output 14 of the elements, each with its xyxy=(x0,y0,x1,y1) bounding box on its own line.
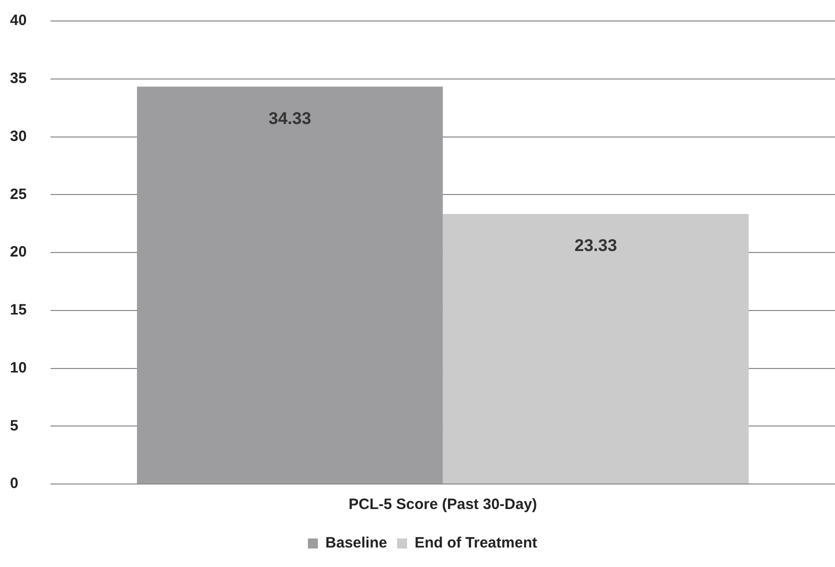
y-tick-label: 25 xyxy=(10,186,27,203)
y-tick-label: 5 xyxy=(10,417,18,434)
y-tick-label: 10 xyxy=(10,359,27,376)
y-tick-label: 0 xyxy=(10,475,18,492)
legend-label: End of Treatment xyxy=(414,534,538,552)
y-tick-label: 20 xyxy=(10,244,27,261)
y-tick-label: 30 xyxy=(10,128,27,145)
x-tick-label: PCL-5 Score (Past 30-Day) xyxy=(348,496,538,514)
data-label: 34.33 xyxy=(268,108,312,128)
y-tick-label: 40 xyxy=(10,12,27,30)
data-label: 23.33 xyxy=(574,236,618,256)
y-tick-label: 35 xyxy=(10,70,27,88)
y-tick-label: 15 xyxy=(10,302,27,319)
legend-label: Baseline xyxy=(325,534,388,552)
